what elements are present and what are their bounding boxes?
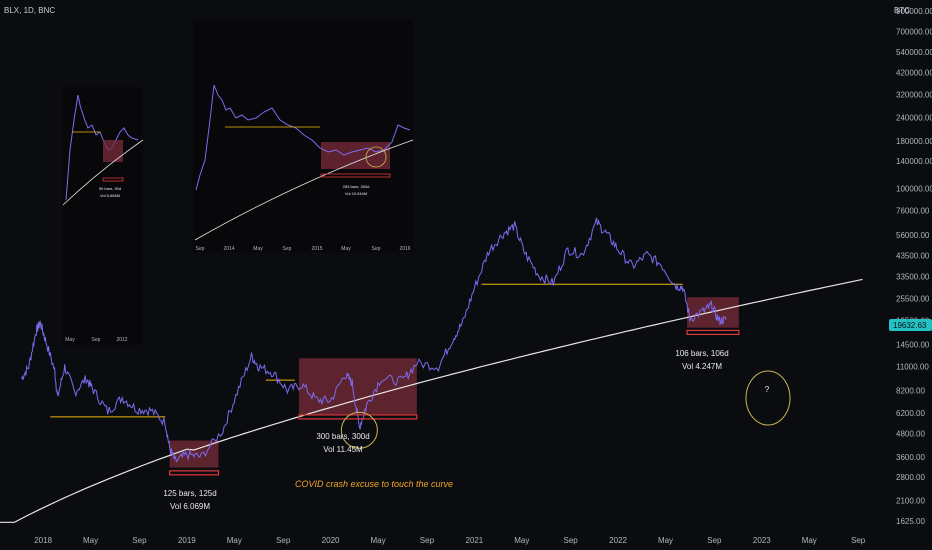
x-tick-label: May	[514, 536, 529, 545]
y-tick-label: 56000.00	[896, 231, 930, 240]
inset-large-curve	[194, 139, 414, 241]
y-tick-label: 420000.00	[896, 69, 932, 78]
x-tick-label: May	[227, 536, 242, 545]
x-tick-label: 2021	[465, 536, 483, 545]
x-tick-label: Sep	[564, 536, 579, 545]
inset-small-panel	[63, 87, 143, 345]
x-tick-label: 2023	[753, 536, 771, 545]
y-tick-label: 900000.00	[896, 7, 932, 16]
x-tick-label: 2022	[609, 536, 627, 545]
question-mark: ?	[765, 385, 770, 394]
price-series	[21, 217, 727, 463]
range-boxes	[169, 297, 739, 468]
y-tick-label: 33500.00	[896, 273, 930, 282]
inset-large-x-tick: Sep	[283, 246, 292, 252]
x-tick-label: Sep	[851, 536, 866, 545]
box1-bars-label: 125 bars, 125d	[163, 489, 216, 498]
inset-large-x-tick: May	[341, 246, 351, 252]
inset-small-box	[103, 140, 123, 162]
x-tick-label: Sep	[707, 536, 722, 545]
covid-circle	[340, 411, 378, 449]
inset-small-vol: Vol 5.666M	[100, 193, 120, 198]
y-tick-label: 14500.00	[896, 340, 930, 349]
highlight-circles	[340, 370, 791, 449]
y-tick-label: 2100.00	[896, 496, 925, 505]
inset-large-x-tick: Sep	[372, 246, 381, 252]
inset-large-bars: 283 bars, 283d	[343, 184, 370, 189]
current-price-badge	[889, 319, 932, 331]
range-measure-2019	[169, 470, 220, 476]
inset-large-x-tick: Sep	[196, 246, 205, 252]
inset-large-price-line	[195, 84, 411, 191]
inset-large-range	[320, 173, 391, 178]
y-tick-label: 43500.00	[896, 252, 930, 261]
y-tick-label: 540000.00	[896, 48, 932, 57]
x-tick-label: Sep	[420, 536, 435, 545]
inset-small-bars: 90 bars, 90d	[99, 186, 121, 191]
y-tick-label: 3600.00	[896, 453, 925, 462]
x-tick-label: 2018	[34, 536, 52, 545]
y-tick-label: 2800.00	[896, 473, 925, 482]
y-tick-label: 11000.00	[896, 363, 929, 372]
future-circle	[745, 370, 791, 426]
range-measure-2020	[298, 414, 418, 420]
y-tick-label: 25500.00	[896, 295, 930, 304]
y-tick-label: 8200.00	[896, 386, 925, 395]
inset-small-range	[102, 177, 124, 182]
y-tick-label: 180000.00	[896, 137, 932, 146]
time-axis[interactable]: 2018 May Sep 2019 May Sep 2020 May Sep 2021 May Sep…	[34, 536, 866, 545]
inset-large-x-tick: 2016	[399, 246, 410, 252]
box1-vol-label: Vol 6.069M	[170, 502, 210, 511]
box3-vol-label: Vol 4.247M	[682, 362, 722, 371]
y-tick-label: 700000.00	[896, 27, 932, 36]
range-box-2020	[298, 358, 417, 415]
x-tick-label: 2019	[178, 536, 196, 545]
price-axis[interactable]: 900000.00 700000.00 540000.00 420000.00 3200…	[896, 7, 932, 526]
inset-large-vol: Vol 43.944M	[345, 191, 367, 196]
log-growth-curve	[0, 278, 863, 523]
inset-small-x-tick: Sep	[92, 337, 101, 343]
inset-large-circle	[365, 146, 387, 168]
y-tick-label: 100000.00	[896, 184, 932, 193]
x-tick-label: 2020	[322, 536, 340, 545]
y-tick-label: 6200.00	[896, 409, 925, 418]
x-tick-label: Sep	[276, 536, 291, 545]
x-tick-label: May	[83, 536, 98, 545]
y-tick-label: 240000.00	[896, 114, 932, 123]
box2-vol-label: Vol 11.45M	[323, 445, 363, 454]
y-tick-label: 140000.00	[896, 157, 932, 166]
inset-large-box	[321, 142, 390, 169]
inset-small-x-axis: May Sep 2012	[65, 337, 128, 343]
range-measure-2022	[686, 329, 740, 336]
inset-small-chart	[62, 94, 144, 206]
covid-annotation: COVID crash excuse to touch the curve	[295, 479, 453, 489]
price-line	[21, 217, 727, 463]
y-tick-label: 1625.00	[896, 517, 925, 526]
x-tick-label: May	[658, 536, 673, 545]
x-tick-label: May	[370, 536, 385, 545]
inset-large-x-tick: 2014	[223, 246, 234, 252]
symbol-title: BLX, 1D, BNC	[4, 6, 55, 15]
inset-large-x-tick: 2015	[311, 246, 322, 252]
inset-small-x-tick: 2012	[116, 337, 127, 343]
currency-label: BTC	[894, 6, 910, 15]
inset-small-curve	[62, 139, 144, 206]
inset-small-x-tick: May	[65, 337, 75, 343]
support-lines	[50, 283, 683, 418]
y-tick-label: 4800.00	[896, 430, 925, 439]
x-tick-label: Sep	[132, 536, 147, 545]
inset-large-panel	[193, 20, 413, 252]
y-tick-label: 76000.00	[896, 207, 930, 216]
box3-bars-label: 106 bars, 106d	[675, 349, 728, 358]
inset-large-x-tick: May	[253, 246, 263, 252]
inset-large-chart	[194, 84, 414, 241]
range-measure-lines	[169, 329, 740, 476]
x-tick-label: May	[802, 536, 817, 545]
inset-large-x-axis: Sep 2014 May Sep 2015 May Sep 2016	[196, 246, 411, 252]
box2-bars-label: 300 bars, 300d	[316, 432, 369, 441]
y-tick-label: 320000.00	[896, 90, 932, 99]
current-price-label: 19632.63	[893, 321, 927, 330]
